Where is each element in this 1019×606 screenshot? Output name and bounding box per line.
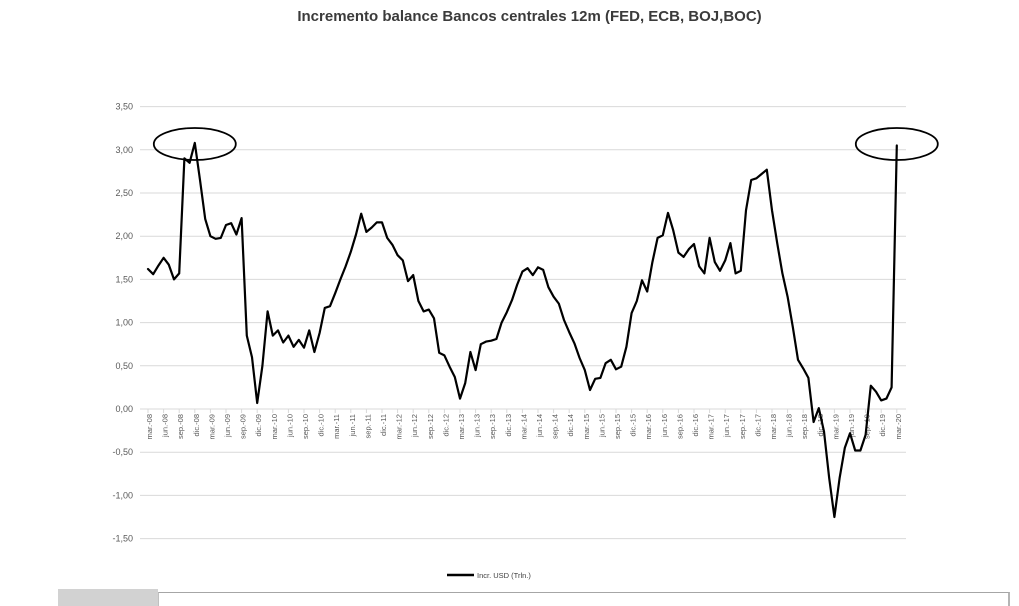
svg-text:dic.-19: dic.-19 bbox=[878, 414, 887, 437]
svg-text:2,50: 2,50 bbox=[115, 188, 133, 198]
svg-text:sep.-10: sep.-10 bbox=[301, 414, 310, 439]
svg-text:dic.-09: dic.-09 bbox=[254, 414, 263, 437]
svg-text:mar.-13: mar.-13 bbox=[457, 414, 466, 439]
svg-text:sep.-12: sep.-12 bbox=[426, 414, 435, 439]
svg-text:jun.-11: jun.-11 bbox=[348, 414, 357, 437]
svg-text:mar.-16: mar.-16 bbox=[644, 414, 653, 439]
chart-title: Incremento balance Bancos centrales 12m … bbox=[297, 8, 762, 25]
highlight-ellipse bbox=[854, 127, 939, 161]
gridlines bbox=[140, 106, 906, 540]
svg-text:mar.-20: mar.-20 bbox=[894, 414, 903, 439]
svg-text:dic.-12: dic.-12 bbox=[441, 414, 450, 437]
svg-text:mar.-11: mar.-11 bbox=[332, 414, 341, 439]
svg-text:dic.-18: dic.-18 bbox=[816, 414, 825, 437]
svg-text:3,50: 3,50 bbox=[115, 102, 133, 112]
annotation-ellipses bbox=[152, 127, 939, 161]
svg-text:sep.-08: sep.-08 bbox=[176, 414, 185, 439]
svg-text:mar.-14: mar.-14 bbox=[519, 414, 528, 439]
svg-text:jun.-09: jun.-09 bbox=[223, 414, 232, 438]
svg-text:sep.-17: sep.-17 bbox=[738, 414, 747, 439]
x-axis-labels: mar.-08 jun.-08 sep.-08 dic.-08 mar.-09 jun.-… bbox=[145, 414, 903, 439]
svg-text:mar.-09: mar.-09 bbox=[207, 414, 216, 439]
svg-text:sep.-18: sep.-18 bbox=[800, 414, 809, 439]
svg-text:mar.-17: mar.-17 bbox=[707, 414, 716, 439]
svg-text:jun.-17: jun.-17 bbox=[722, 414, 731, 438]
svg-text:mar.-10: mar.-10 bbox=[270, 414, 279, 439]
svg-text:mar.-18: mar.-18 bbox=[769, 414, 778, 439]
highlight-ellipse bbox=[152, 127, 237, 161]
svg-text:jun.-08: jun.-08 bbox=[161, 414, 170, 438]
svg-text:jun.-13: jun.-13 bbox=[473, 414, 482, 438]
svg-text:sep.-15: sep.-15 bbox=[613, 414, 622, 439]
x-axis-ticks bbox=[147, 409, 898, 413]
svg-text:-1,00: -1,00 bbox=[112, 490, 133, 500]
svg-text:2,00: 2,00 bbox=[115, 231, 133, 241]
svg-text:mar.-12: mar.-12 bbox=[395, 414, 404, 439]
svg-text:-1,50: -1,50 bbox=[112, 534, 133, 544]
svg-text:sep.-09: sep.-09 bbox=[239, 414, 248, 439]
legend-label: Incr. USD (Trln.) bbox=[477, 571, 531, 580]
svg-text:dic.-14: dic.-14 bbox=[566, 414, 575, 437]
svg-text:dic.-13: dic.-13 bbox=[504, 414, 513, 437]
svg-text:sep.-14: sep.-14 bbox=[551, 414, 560, 439]
svg-text:jun.-18: jun.-18 bbox=[785, 414, 794, 438]
svg-text:1,50: 1,50 bbox=[115, 274, 133, 284]
svg-text:dic.-10: dic.-10 bbox=[317, 414, 326, 437]
svg-text:mar.-15: mar.-15 bbox=[582, 414, 591, 439]
legend: Incr. USD (Trln.) bbox=[447, 571, 531, 580]
svg-text:dic.-17: dic.-17 bbox=[753, 414, 762, 437]
svg-text:jun.-15: jun.-15 bbox=[597, 414, 606, 438]
horizontal-scrollbar-thumb[interactable] bbox=[58, 589, 158, 606]
svg-text:1,00: 1,00 bbox=[115, 318, 133, 328]
svg-text:mar.-08: mar.-08 bbox=[145, 414, 154, 439]
svg-text:-0,50: -0,50 bbox=[112, 447, 133, 457]
svg-text:sep.-11: sep.-11 bbox=[363, 414, 372, 438]
svg-text:jun.-12: jun.-12 bbox=[410, 414, 419, 438]
svg-text:jun.-16: jun.-16 bbox=[660, 414, 669, 438]
footer-strip bbox=[158, 592, 1010, 606]
svg-text:dic.-08: dic.-08 bbox=[192, 414, 201, 437]
svg-text:jun.-10: jun.-10 bbox=[285, 414, 294, 438]
svg-text:sep.-16: sep.-16 bbox=[675, 414, 684, 439]
svg-text:jun.-14: jun.-14 bbox=[535, 414, 544, 438]
svg-text:sep.-13: sep.-13 bbox=[488, 414, 497, 439]
svg-text:0,50: 0,50 bbox=[115, 361, 133, 371]
svg-text:jun.-19: jun.-19 bbox=[847, 414, 856, 438]
svg-text:dic.-15: dic.-15 bbox=[629, 414, 638, 437]
svg-text:3,00: 3,00 bbox=[115, 145, 133, 155]
svg-text:0,00: 0,00 bbox=[115, 404, 133, 414]
data-line-incr-usd bbox=[146, 141, 898, 519]
svg-text:dic.-11: dic.-11 bbox=[379, 414, 388, 436]
svg-text:dic.-16: dic.-16 bbox=[691, 414, 700, 437]
svg-text:mar.-19: mar.-19 bbox=[831, 414, 840, 439]
y-axis-labels: 3,50 3,00 2,50 2,00 1,50 1,00 0,50 0,00 -0,50 -1,… bbox=[112, 102, 133, 544]
